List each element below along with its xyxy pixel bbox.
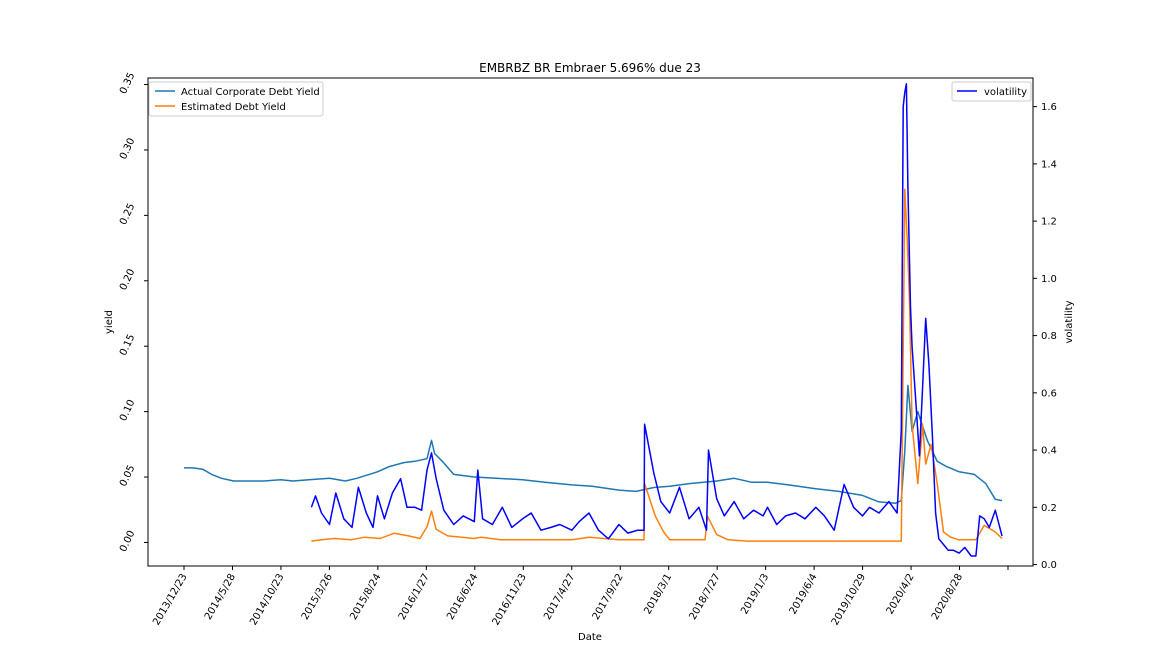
y-tick-label: 0.10 bbox=[118, 398, 137, 423]
x-tick-label: 2020/4/2 bbox=[885, 572, 917, 616]
legend-left-box bbox=[148, 81, 324, 117]
legend-right-box bbox=[951, 81, 1032, 102]
y2-tick-label: 1.0 bbox=[1041, 274, 1057, 285]
y-axis: 0.00 0.05 0.10 0.15 0.20 0.25 0.30 0.35 bbox=[118, 71, 148, 554]
series-line-volatility bbox=[310, 82, 1003, 557]
legend-label-actual: Actual Corporate Debt Yield bbox=[181, 87, 320, 98]
x-tick-label: 2017/4/27 bbox=[542, 572, 577, 622]
y-tick-label: 0.05 bbox=[118, 464, 137, 489]
x-tick-label: 2016/11/23 bbox=[491, 572, 529, 627]
x-tick-label: 2020/8/28 bbox=[930, 572, 965, 622]
y-tick-label: 0.00 bbox=[118, 529, 137, 554]
y-tick-label: 0.20 bbox=[118, 267, 137, 292]
x-tick-label: 2015/8/24 bbox=[348, 572, 383, 622]
series-line-actual-yield bbox=[184, 384, 1003, 504]
y2-tick-label: 0.6 bbox=[1041, 388, 1057, 399]
series-layer bbox=[184, 82, 1003, 557]
y-tick-label: 0.35 bbox=[118, 71, 137, 96]
x-tick-label: 2019/6/4 bbox=[788, 572, 820, 616]
x-tick-label: 2017/9/22 bbox=[591, 572, 626, 622]
x-tick-label: 2015/3/26 bbox=[300, 572, 335, 622]
y-axis-label: yield bbox=[104, 310, 115, 334]
x-tick-label: 2019/10/29 bbox=[830, 572, 868, 627]
y2-tick-label: 0.4 bbox=[1041, 446, 1057, 457]
legend-label-estimated: Estimated Debt Yield bbox=[181, 102, 286, 113]
x-tick-label: 2014/10/23 bbox=[248, 572, 286, 627]
x-tick-label: 2016/6/24 bbox=[445, 572, 480, 622]
y-tick-label: 0.15 bbox=[118, 333, 137, 358]
y2-axis: 0.0 0.2 0.4 0.6 0.8 1.0 1.2 1.4 1.6 bbox=[1033, 102, 1057, 571]
x-axis: 2013/12/23 2014/5/28 2014/10/23 2015/3/26 20… bbox=[151, 566, 1009, 627]
y2-tick-label: 0.8 bbox=[1041, 331, 1057, 342]
x-tick-label: 2013/12/23 bbox=[151, 572, 189, 627]
y2-axis-label: volatility bbox=[1064, 300, 1075, 343]
plot-frame bbox=[147, 77, 1034, 567]
legend-left: Actual Corporate Debt Yield Estimated De… bbox=[148, 81, 324, 117]
y-tick-label: 0.30 bbox=[118, 136, 137, 161]
series-line-estimated-yield bbox=[311, 188, 1003, 542]
x-axis-label: Date bbox=[578, 632, 602, 643]
x-tick-label: 2018/7/27 bbox=[688, 572, 723, 622]
legend-right: volatility bbox=[951, 81, 1032, 102]
y2-tick-label: 0.2 bbox=[1041, 503, 1057, 514]
chart-title: EMBRBZ BR Embraer 5.696% due 23 bbox=[479, 61, 701, 75]
y2-tick-label: 1.4 bbox=[1041, 159, 1057, 170]
x-tick-label: 2014/5/28 bbox=[203, 572, 238, 622]
x-tick-label: 2016/1/27 bbox=[397, 572, 432, 622]
legend-label-volatility: volatility bbox=[984, 87, 1027, 98]
x-tick-label: 2019/1/3 bbox=[739, 572, 771, 616]
y2-tick-label: 1.6 bbox=[1041, 102, 1057, 113]
y-tick-label: 0.25 bbox=[118, 202, 137, 227]
y2-tick-label: 0.0 bbox=[1041, 560, 1057, 571]
y2-tick-label: 1.2 bbox=[1041, 217, 1057, 228]
x-tick-label: 2018/3/1 bbox=[642, 572, 674, 616]
